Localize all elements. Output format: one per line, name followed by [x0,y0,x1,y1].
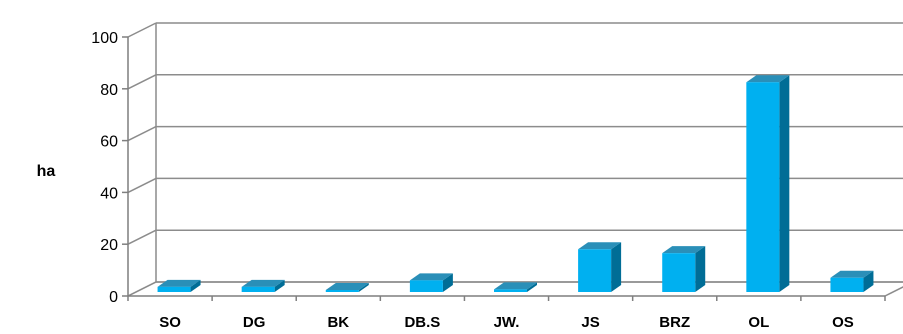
floor [127,281,903,297]
y-tick-labels: 0 20 40 60 80 100 [91,30,118,306]
bar-bk [325,283,369,292]
bar-side [695,246,706,292]
bar-top [157,279,201,287]
bar-front [241,286,275,292]
bar-front [409,280,443,292]
y-tick-label: 40 [100,185,118,202]
gridline-side-60 [127,125,157,142]
x-category-labels: SO DG BK DB.S JW. JS BRZ OL OS [159,314,854,331]
bar-side [779,75,790,293]
x-category-label: BRZ [659,314,690,331]
y-tick-label: 20 [100,237,118,254]
y-axis-label: ha [37,163,56,180]
y-tick-label: 0 [109,289,118,306]
bar-top [494,282,537,290]
gridline-side-20 [127,229,157,245]
x-category-label: JW. [494,314,520,331]
gridline-side-80 [127,74,157,90]
bar-side [611,242,622,292]
bar-top [241,279,285,287]
bar-ol [746,75,790,293]
x-category-label: JS [581,314,599,331]
bar-side [527,282,537,292]
bar-front [494,289,527,292]
bar-front [662,253,696,292]
bar-side [190,279,201,292]
bar-side [274,279,285,292]
bar-top [409,273,453,281]
bars [157,75,874,293]
bar-side [358,283,369,292]
x-category-label: OS [832,314,854,331]
bar-top [746,75,790,83]
grid-lines [127,22,903,297]
x-category-label: DB.S [404,314,440,331]
bar-top [662,246,706,254]
bar-brz [662,246,706,292]
axes [122,36,886,301]
x-category-label: DG [243,314,266,331]
bar-js [578,242,622,292]
bar-dbs [409,273,453,292]
y-tick-label: 60 [100,134,118,151]
bar-front [578,249,612,292]
y-tick-label: 80 [100,82,118,99]
x-category-label: SO [159,314,181,331]
gridline-side-40 [127,177,157,194]
y-tick-label: 100 [91,30,118,47]
bar-front [746,82,780,293]
x-category-label: BK [327,314,349,331]
bar-front [325,290,359,292]
bar-side [863,270,874,292]
x-category-label: OL [748,314,769,331]
bar-dg [241,279,285,292]
gridline-side-100 [127,22,157,38]
bar-os [830,270,874,292]
bar-top [325,283,369,290]
bar-side [442,273,453,292]
bar-top [830,270,874,278]
bar-front [830,277,864,292]
bar-top [578,242,622,250]
bar-front [157,286,191,292]
bar-so [157,279,201,292]
bar-jw [494,282,537,292]
